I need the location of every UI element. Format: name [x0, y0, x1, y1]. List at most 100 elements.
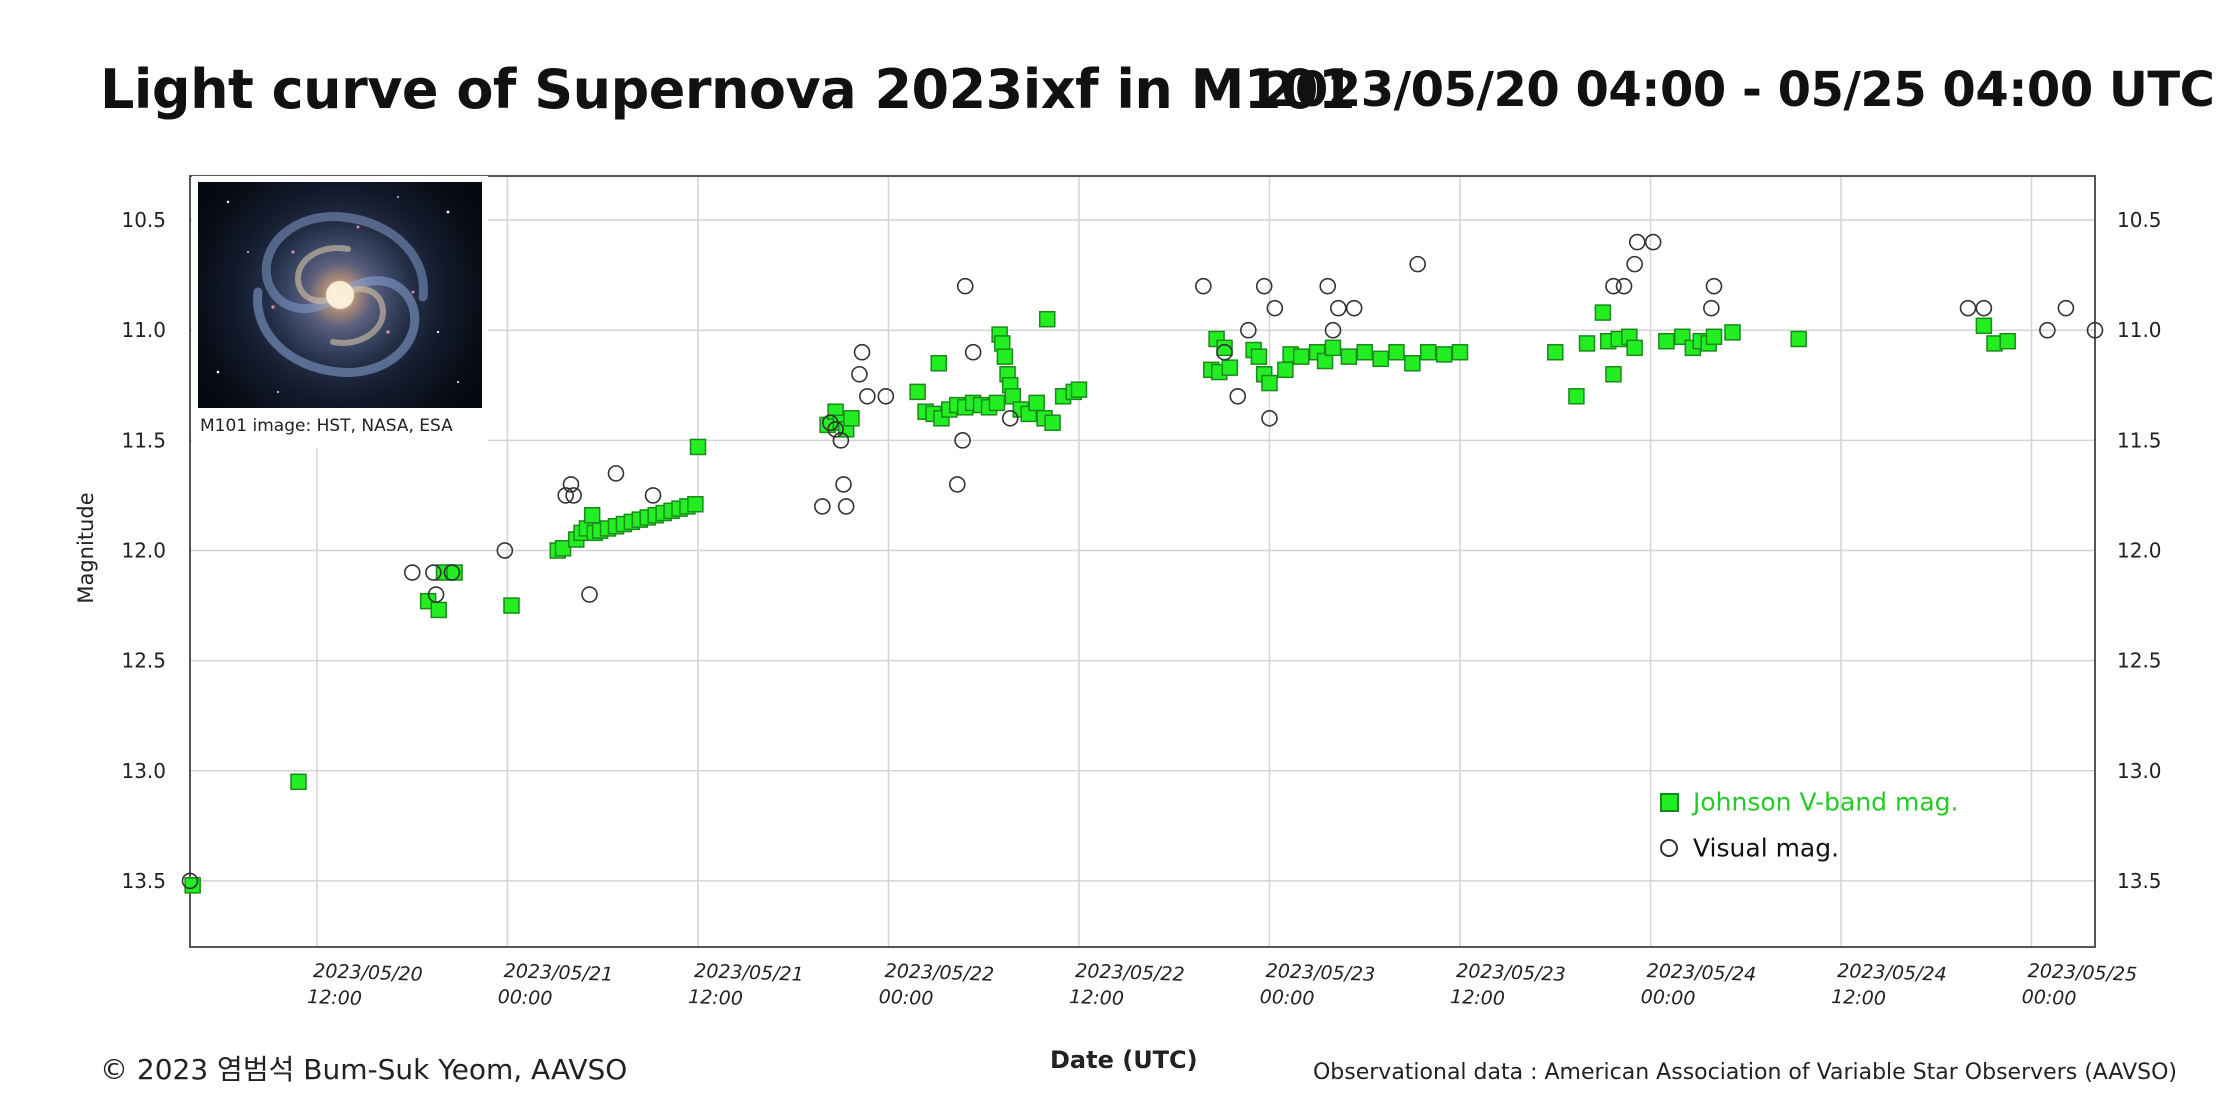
vband-point [1250, 348, 1268, 365]
visual-point [1229, 387, 1247, 405]
visual-point [814, 498, 831, 515]
x-tick-time: 00:00 [878, 986, 934, 1010]
x-tick-time: 12:00 [688, 986, 744, 1010]
x-tick-time: 12:00 [307, 986, 363, 1010]
visual-point [1644, 233, 1662, 251]
x-tick-time: 00:00 [1640, 986, 1696, 1010]
vband-point [1790, 330, 1807, 348]
m101-galaxy-image [198, 182, 482, 408]
visual-point [1615, 277, 1633, 295]
visual-point [557, 487, 575, 504]
visual-point [835, 476, 852, 493]
vband-series [184, 304, 2016, 894]
legend-circle-marker [1660, 839, 1678, 857]
vband-point [1404, 354, 1421, 372]
visual-point [1195, 277, 1212, 295]
visual-point [1266, 299, 1284, 317]
vband-point [909, 383, 926, 401]
visual-point [1324, 321, 1342, 339]
vband-point [1724, 324, 1741, 341]
visual-point [1703, 299, 1720, 317]
visual-point [443, 564, 461, 581]
x-tick-date: 2023/05/22 [1075, 960, 1185, 986]
visual-point [1705, 277, 1723, 295]
vband-point [554, 540, 572, 557]
legend-vband: Johnson V-band mag. [1660, 786, 1958, 817]
vband-point [1547, 343, 1564, 361]
visual-point [1261, 410, 1278, 427]
data-source-note: Observational data : American Associatio… [1312, 1060, 2177, 1085]
visual-point [837, 498, 855, 515]
visual-point [859, 387, 876, 405]
visual-point [954, 432, 971, 449]
visual-point [644, 487, 662, 504]
plot-frame [189, 175, 2096, 948]
visual-point [1959, 299, 1977, 317]
vband-point [1420, 343, 1437, 361]
vband-point [583, 506, 601, 524]
y-tick-label-right: 10.5 [2117, 208, 2162, 232]
visual-point [562, 476, 580, 493]
visual-point [853, 343, 871, 361]
visual-point [832, 432, 850, 449]
vband-point [430, 601, 447, 619]
y-tick-label-right: 11.5 [2117, 428, 2162, 452]
visual-point [427, 586, 445, 603]
galaxy-arms-art [216, 196, 459, 393]
vband-point [1044, 414, 1061, 431]
y-tick-label-left: 13.0 [121, 759, 166, 783]
vband-point [1605, 366, 1622, 383]
visual-point [827, 421, 844, 438]
vband-point [988, 394, 1006, 412]
x-tick-date: 2023/05/20 [313, 960, 423, 986]
vband-point [1356, 343, 1373, 361]
vband-point [1070, 381, 1088, 398]
vband-point [1975, 317, 1993, 335]
x-tick-date: 2023/05/24 [1646, 960, 1756, 986]
vband-point [996, 348, 1014, 365]
vband-point [1324, 339, 1342, 357]
visual-point [2086, 321, 2104, 339]
visual-point [1216, 343, 1233, 361]
y-tick-labels: 10.5 10.5 11.0 11.0 11.5 11.5 12.0 12.0 12.5 12.5… [121, 208, 2161, 893]
visual-point [1626, 255, 1643, 273]
visual-series [181, 233, 2104, 890]
x-tick-date: 2023/05/22 [884, 960, 994, 986]
legend-visual: Visual mag. [1660, 832, 1839, 863]
x-tick-time: 12:00 [1450, 986, 1506, 1010]
x-tick-time: 12:00 [1069, 986, 1125, 1010]
y-tick-label-left: 11.0 [121, 318, 166, 342]
visual-point [565, 487, 582, 504]
vband-point [1435, 346, 1453, 363]
visual-point [403, 564, 421, 581]
vband-point [1039, 310, 1056, 328]
galaxy-inset: M101 image: HST, NASA, ESA [192, 176, 488, 448]
vband-point [1626, 339, 1643, 357]
x-tick-time: 00:00 [1259, 986, 1315, 1010]
vband-point [1221, 359, 1239, 376]
vband-point [1028, 394, 1045, 412]
visual-point [1975, 299, 1993, 317]
visual-point [948, 476, 966, 493]
visual-point [877, 387, 895, 405]
vband-point [1372, 350, 1389, 368]
visual-point [1255, 277, 1273, 295]
visual-point [1605, 277, 1622, 295]
x-tick-date: 2023/05/21 [503, 960, 613, 986]
vband-point [689, 438, 707, 456]
vband-point [1705, 328, 1723, 346]
visual-point [2057, 299, 2075, 317]
visual-point [1240, 321, 1257, 339]
x-tick-time: 00:00 [2021, 986, 2076, 1010]
visual-point [1319, 277, 1337, 295]
vband-point [687, 495, 704, 513]
y-tick-label-left: 13.5 [121, 869, 166, 893]
vband-point [1216, 339, 1233, 357]
y-tick-label-right: 12.5 [2117, 649, 2162, 673]
visual-point [1628, 233, 1646, 251]
x-tick-date: 2023/05/24 [1837, 960, 1947, 986]
visual-point [1329, 299, 1347, 317]
inset-caption: M101 image: HST, NASA, ESA [200, 416, 453, 436]
vband-point [290, 773, 307, 791]
